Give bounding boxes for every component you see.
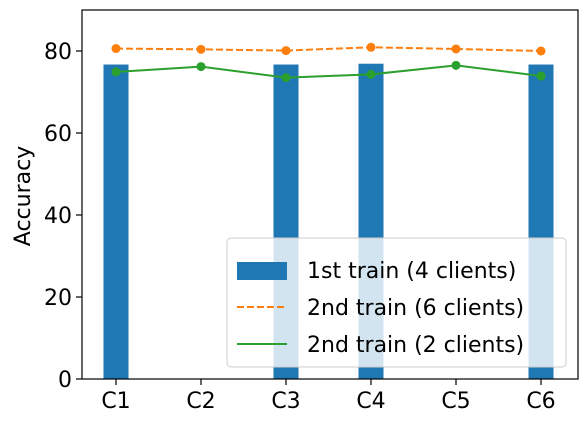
- legend-swatch-bar: [237, 262, 287, 280]
- series-2-point-c2: [196, 62, 206, 72]
- x-tick-label-c5: C5: [441, 389, 470, 414]
- series-1-point-c5: [451, 44, 461, 54]
- series-2-point-c3: [281, 73, 291, 83]
- x-tick-label-c6: C6: [526, 389, 555, 414]
- lines-layer: [111, 42, 546, 83]
- series-2-point-c5: [451, 60, 461, 70]
- y-tick-label: 0: [58, 368, 72, 393]
- series-2-point-c1: [111, 67, 121, 77]
- series-2-point-c6: [536, 71, 546, 81]
- series-line-2: [115, 64, 542, 79]
- y-tick-label: 80: [44, 40, 72, 65]
- x-tick-label-c3: C3: [271, 389, 300, 414]
- legend-box: [226, 237, 567, 368]
- legend: 1st train (4 clients) 2nd train (6 client…: [226, 237, 567, 368]
- y-tick-label: 20: [44, 286, 72, 311]
- x-tick-label-c4: C4: [356, 389, 385, 414]
- legend-label: 2nd train (6 clients): [307, 296, 524, 321]
- series-1-point-c4: [366, 42, 376, 52]
- axes-layer: 0 20 40 60 80 C1 C2 C3 C4 C5 C6: [44, 9, 579, 414]
- series-1-point-c2: [196, 44, 206, 54]
- plot-frame: [81, 9, 579, 380]
- y-axis-label: Accuracy: [11, 146, 36, 246]
- legend-label: 2nd train (2 clients): [307, 333, 524, 358]
- series-1-point-c6: [536, 46, 546, 56]
- x-tick-label-c1: C1: [101, 389, 130, 414]
- y-tick-label: 40: [44, 204, 72, 229]
- x-tick-label-c2: C2: [186, 389, 215, 414]
- series-2-point-c4: [366, 69, 376, 79]
- series-1-point-c3: [281, 46, 291, 56]
- series-line-1: [115, 46, 542, 52]
- bar-c1: [103, 64, 129, 379]
- series-1-point-c1: [111, 44, 121, 54]
- legend-label: 1st train (4 clients): [307, 259, 516, 284]
- y-tick-label: 60: [44, 122, 72, 147]
